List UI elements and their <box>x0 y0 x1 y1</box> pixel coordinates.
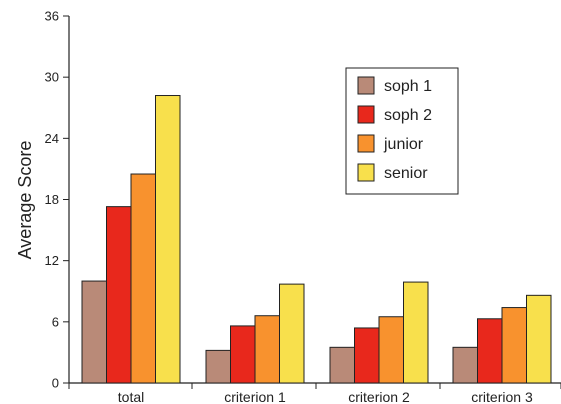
y-tick-label: 12 <box>45 253 59 268</box>
bar-soph-1-criterion-3 <box>452 346 478 384</box>
y-tick-label: 30 <box>45 70 59 85</box>
x-tick-label: total <box>118 389 144 404</box>
x-tick-label: criterion 3 <box>471 389 533 404</box>
legend-swatch-soph-1 <box>357 76 375 95</box>
bar-junior-criterion-3 <box>501 307 527 384</box>
bar-senior-criterion-3 <box>526 294 552 384</box>
y-tick-label: 24 <box>45 131 59 146</box>
legend-swatch-senior <box>357 163 375 182</box>
legend-label: soph 2 <box>384 107 432 124</box>
bar-soph-1-total <box>81 280 107 384</box>
bar-soph-1-criterion-2 <box>329 346 355 384</box>
legend-label: senior <box>384 165 428 182</box>
y-axis-label: Average Score <box>15 141 35 260</box>
legend-swatch-soph-2 <box>357 105 375 124</box>
bar-junior-criterion-1 <box>254 315 280 384</box>
legend-swatch-junior <box>357 134 375 153</box>
y-tick-label: 6 <box>52 314 59 329</box>
y-tick-label: 18 <box>45 192 59 207</box>
bar-junior-total <box>130 173 156 384</box>
legend: soph 1 soph 2 junior senior <box>345 67 459 195</box>
bar-soph-2-criterion-3 <box>477 318 503 384</box>
x-tick-label: criterion 1 <box>224 389 286 404</box>
bar-soph-2-total <box>106 206 132 384</box>
bar-soph-2-criterion-2 <box>354 327 380 384</box>
legend-label: soph 1 <box>384 78 432 95</box>
x-tick-labels: total criterion 1 criterion 2 criterion 3 <box>68 383 561 404</box>
bar-senior-criterion-1 <box>279 283 305 384</box>
y-tick-label: 36 <box>45 9 59 24</box>
bar-soph-2-criterion-1 <box>230 325 256 384</box>
bars <box>81 95 552 384</box>
y-tick-label: 0 <box>52 376 59 391</box>
bar-junior-criterion-2 <box>378 316 404 384</box>
legend-label: junior <box>383 136 424 153</box>
bar-senior-criterion-2 <box>403 281 429 384</box>
bar-senior-total <box>155 95 181 384</box>
y-ticks: 0 6 12 18 24 30 36 <box>45 9 69 391</box>
bar-soph-1-criterion-1 <box>205 349 231 384</box>
x-tick-label: criterion 2 <box>348 389 410 404</box>
